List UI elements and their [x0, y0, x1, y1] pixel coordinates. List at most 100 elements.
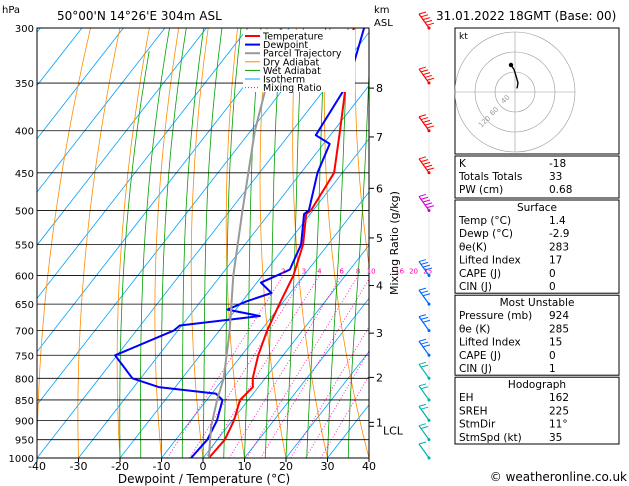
temperature-tick-label: 0 — [200, 460, 207, 473]
wind-barb — [418, 114, 435, 133]
dry-adiabat-line — [225, 28, 245, 458]
wind-barb-flag — [422, 344, 431, 348]
isotherm-line — [37, 28, 332, 406]
mixing-ratio-line — [320, 374, 369, 458]
altitude-tick-label: 3 — [376, 327, 383, 340]
wind-barb — [418, 193, 435, 212]
index-value: 17 — [549, 255, 562, 267]
index-value: 225 — [549, 405, 569, 417]
pressure-tick-label: 300 — [15, 24, 34, 35]
pressure-tick-label: 400 — [15, 127, 34, 138]
wind-barb-flag — [426, 77, 435, 81]
hodograph-ring-label: 40 — [500, 93, 512, 105]
wind-barb-dot — [427, 376, 431, 380]
index-value: 162 — [549, 392, 569, 404]
wind-barb-flag — [424, 19, 433, 23]
legend-background — [243, 30, 355, 92]
pressure-tick-label: 900 — [15, 416, 34, 427]
index-label: Dewp (°C) — [459, 228, 513, 240]
temperature-tick-label: 40 — [362, 460, 376, 473]
altitude-tick-label: 7 — [376, 131, 383, 144]
wind-barb-flag — [418, 259, 427, 263]
index-value: 924 — [549, 310, 569, 322]
mixing-ratio-label: 20 — [409, 268, 418, 276]
isotherm-line — [37, 28, 166, 193]
wind-barb-flag — [420, 159, 429, 163]
index-value: -18 — [549, 158, 566, 170]
wind-barb-dot — [427, 26, 431, 30]
datetime-label: 31.01.2022 18GMT (Base: 00) — [436, 9, 616, 23]
altitude-tick-label: 6 — [376, 182, 383, 195]
index-value: 35 — [549, 432, 562, 444]
wind-barb — [418, 66, 435, 85]
wind-barb — [418, 11, 435, 30]
mixing-ratio-label: 2 — [281, 268, 285, 276]
pressure-axis: 300 350 400 450 500 550 600 650 700 750 800 850 900 9… — [9, 24, 34, 465]
wind-barb — [418, 383, 431, 402]
index-label: Lifted Index — [459, 255, 521, 267]
temperature-tick-label: -10 — [153, 460, 171, 473]
altitude-tick-label: 5 — [376, 232, 383, 245]
temperature-tick-label: 10 — [238, 460, 252, 473]
temperature-line — [208, 28, 355, 458]
isotherm-line — [119, 138, 369, 458]
wind-barb-flag — [424, 74, 433, 78]
altitude-tick-label: 8 — [376, 82, 383, 95]
wind-barb-flag — [420, 117, 429, 121]
index-value: 0 — [549, 281, 556, 293]
index-value: 0 — [549, 268, 556, 280]
wind-barb-dot — [427, 456, 431, 460]
temperature-axis: -40 -30 -20 -10 0 10 20 30 40 — [28, 458, 376, 473]
wind-barb-flag — [418, 441, 427, 445]
wind-barb-flag — [424, 202, 433, 206]
legend-entry: Mixing Ratio — [263, 83, 322, 94]
copyright-label: © weatheronline.co.uk — [490, 470, 627, 484]
index-label: Temp (°C) — [458, 215, 511, 227]
wind-barb-staff — [418, 68, 430, 84]
index-value: 283 — [549, 241, 569, 253]
wind-barb-staff — [418, 116, 430, 132]
hodograph-frame — [454, 27, 620, 155]
altitude-tick-label: 2 — [376, 371, 383, 384]
isobar-lines — [37, 28, 369, 458]
index-label: Totals Totals — [458, 171, 522, 183]
mixing-ratio-line — [205, 275, 320, 458]
wind-barb-staff — [418, 158, 430, 174]
wind-barb-flag — [418, 11, 427, 15]
pressure-tick-label: 500 — [15, 206, 34, 217]
wind-barb-flag — [426, 125, 435, 129]
wind-barb-flag — [420, 425, 429, 429]
wind-barb-flag — [422, 293, 431, 297]
wind-barb-flag — [420, 14, 429, 18]
mixing-ratio-label: 25 — [423, 268, 432, 276]
indices-section-title: Most Unstable — [500, 297, 575, 309]
wind-barb-dot — [427, 353, 431, 357]
wind-barb-flag — [422, 264, 431, 268]
indices-section-box — [454, 199, 620, 294]
index-label: CIN (J) — [459, 363, 492, 375]
wind-barb-flag — [418, 287, 427, 291]
isotherm-line — [37, 28, 207, 246]
wind-barb-flag — [424, 267, 433, 271]
location-label: 50°00'N 14°26'E 304m ASL — [57, 9, 222, 23]
index-label: CAPE (J) — [459, 350, 501, 362]
wind-barb-staff — [418, 13, 430, 29]
wind-barb-staff — [418, 196, 430, 211]
wind-barb-flag — [422, 72, 431, 76]
index-label: θe(K) — [459, 241, 487, 253]
isotherm-line — [285, 350, 369, 458]
hpa-unit-label: hPa — [2, 5, 20, 16]
hodograph-ring-label: 60 — [488, 105, 500, 117]
pressure-tick-label: 950 — [15, 436, 34, 447]
mixing-ratio-axis-label: Mixing Ratio (g/kg) — [388, 191, 401, 295]
mixing-ratio-line — [228, 275, 342, 458]
wind-barb-staff — [418, 443, 430, 459]
index-label: EH — [459, 392, 474, 404]
wind-barb-flag — [424, 122, 433, 126]
index-label: StmDir — [459, 419, 496, 431]
wind-barb-flag — [418, 193, 427, 197]
profile-series — [114, 28, 366, 458]
